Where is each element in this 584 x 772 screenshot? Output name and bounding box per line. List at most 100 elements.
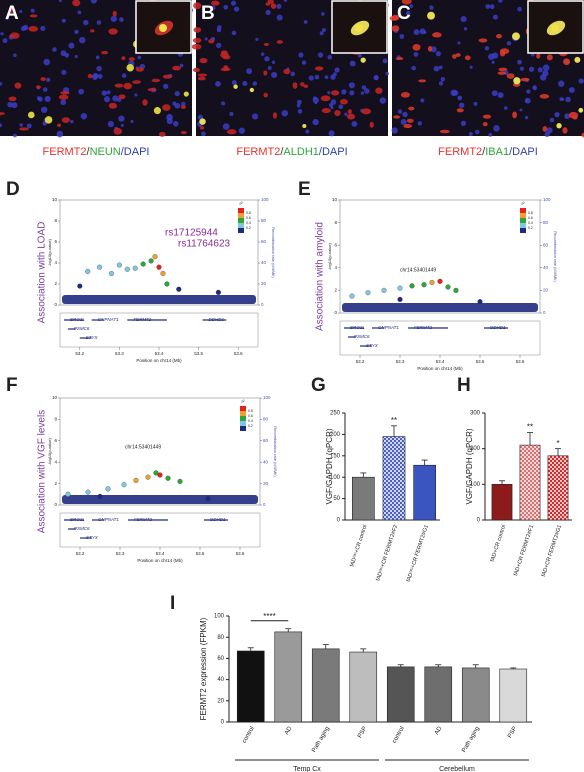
y-tick-label: 4 [54, 459, 57, 464]
nucleus [242, 81, 248, 86]
nucleus [46, 77, 51, 82]
nucleus [60, 99, 67, 106]
gene-label: GNPNAT1 [98, 317, 119, 322]
nucleus [519, 108, 523, 112]
marker-cell [249, 87, 255, 93]
nucleus [379, 97, 387, 104]
nucleus [400, 119, 407, 126]
cell [197, 73, 208, 77]
nucleus [519, 66, 525, 71]
nucleus [485, 4, 491, 9]
y-tick-label: 2 [54, 481, 57, 486]
y-tick-label: 0 [337, 518, 341, 524]
legend-level: 0.4 [246, 221, 251, 225]
x-tick-label: 53.3 [116, 551, 125, 556]
snp-point [421, 282, 427, 288]
y-tick-label: 10 [332, 197, 338, 202]
nucleus [118, 115, 125, 122]
cell [512, 111, 518, 119]
y-tick-label: 100 [330, 475, 341, 481]
y-tick-label: 0 [54, 502, 57, 507]
bar [386, 666, 415, 723]
nucleus [364, 88, 370, 94]
cell [406, 118, 414, 123]
cell [108, 102, 118, 109]
nucleus [229, 111, 234, 117]
y-tick-label: 100 [214, 614, 225, 620]
cell [263, 70, 268, 76]
y-tick-label: 100 [470, 482, 481, 488]
inset-core [551, 24, 559, 32]
nucleus [64, 52, 70, 58]
x-tick-label: 53.3 [396, 359, 405, 364]
gene-label: DDHD1 [490, 325, 506, 330]
nucleus [327, 54, 333, 60]
panel-letter: I [170, 593, 175, 614]
nucleus [397, 109, 403, 114]
nucleus [546, 127, 553, 134]
y-tick-label: 80 [217, 635, 224, 641]
cell [14, 82, 22, 89]
y2-tick-label: 0 [261, 302, 264, 307]
cell [162, 74, 173, 79]
nucleus [349, 60, 356, 67]
cell [520, 77, 530, 82]
nucleus [43, 58, 50, 66]
nucleus [298, 52, 304, 58]
cell [193, 2, 202, 10]
nucleus [317, 52, 324, 58]
nucleus [97, 73, 103, 79]
legend-swatch [240, 411, 246, 416]
cell [263, 92, 269, 98]
cell [8, 96, 17, 102]
nucleus [438, 65, 443, 70]
y-tick-label: 40 [217, 677, 224, 683]
y-tick-label: 20 [217, 698, 224, 704]
cell [400, 92, 410, 98]
bar [424, 666, 453, 723]
nucleus [539, 74, 547, 81]
cell [542, 125, 548, 132]
nucleus [68, 42, 75, 49]
nucleus [110, 15, 117, 22]
nucleus [457, 95, 463, 101]
nucleus [360, 91, 365, 95]
annotation: chr14:53401449 [125, 444, 161, 450]
nucleus [230, 0, 237, 6]
cell [369, 121, 374, 128]
legend-level: 0.2 [246, 226, 251, 230]
cell [28, 25, 39, 32]
cell [191, 43, 202, 50]
nucleus [265, 9, 271, 16]
cell [546, 54, 553, 61]
x-tick-label: 53.4 [156, 551, 165, 556]
y2-tick-label: 20 [543, 288, 549, 293]
y-axis-label: VGF/GAPDH (qPCR) [325, 428, 334, 504]
nucleus [349, 90, 355, 96]
nucleus [255, 37, 259, 42]
cell [581, 132, 584, 138]
cell [495, 33, 502, 39]
x-tick-label: 53.5 [196, 551, 205, 556]
nucleus [296, 99, 302, 105]
nucleus [0, 32, 4, 36]
gene-label: ERO1L [70, 517, 85, 522]
y-tick-label: 2 [334, 288, 337, 293]
cell [123, 82, 132, 90]
panel-letter: A [5, 3, 19, 24]
nucleus [246, 68, 253, 75]
cell [60, 91, 70, 95]
cell [151, 78, 161, 83]
cell [347, 109, 353, 114]
nucleus [488, 132, 493, 137]
cell [263, 42, 269, 47]
panel-letter: C [397, 3, 411, 24]
nucleus [173, 121, 179, 127]
nucleus [532, 85, 537, 90]
snp-band [342, 303, 538, 312]
snp-point [397, 285, 403, 291]
nucleus [61, 69, 67, 75]
snp-point [116, 262, 122, 268]
legend-level: 0.4 [248, 419, 253, 423]
cell [172, 65, 182, 71]
